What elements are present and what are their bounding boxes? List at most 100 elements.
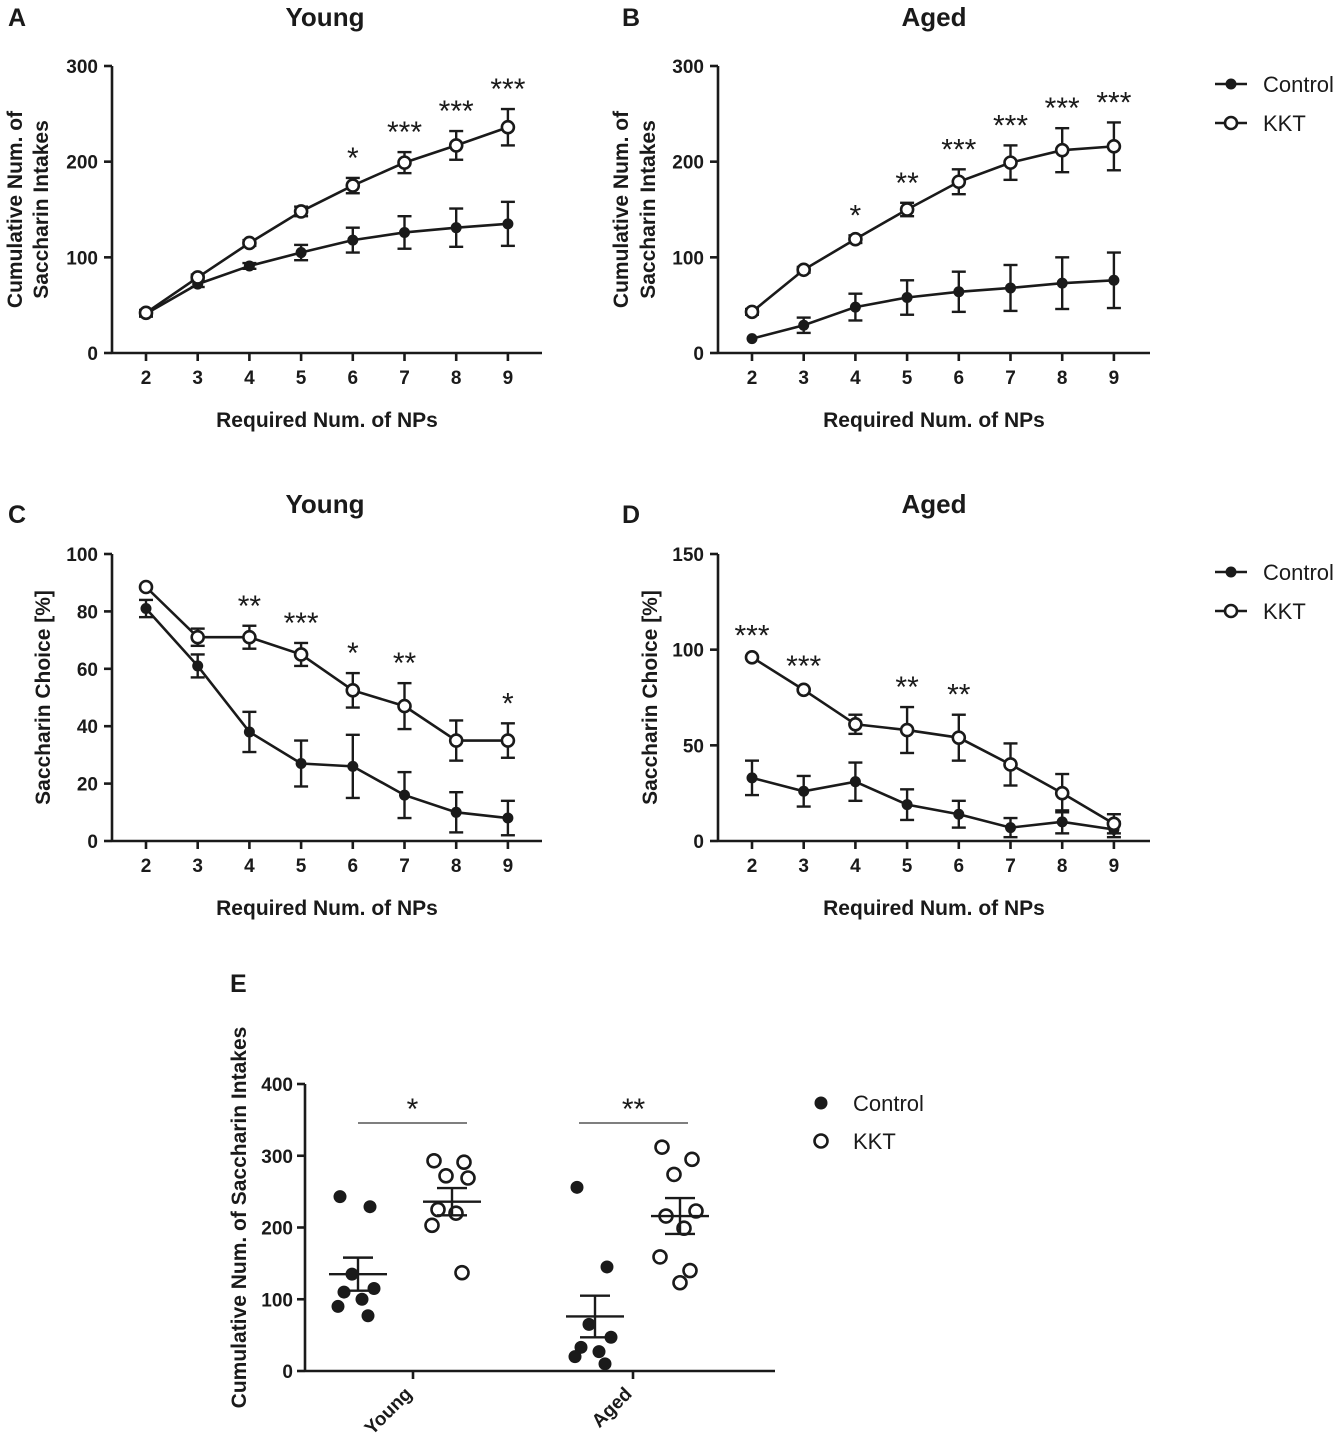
scatter-point-kkt <box>424 1217 440 1234</box>
scatter-point-control <box>592 1345 606 1359</box>
scatter-point-control <box>361 1309 375 1323</box>
scatter-point-kkt <box>682 1262 698 1279</box>
legend-label: Control <box>1263 72 1334 97</box>
x-tick-label: 9 <box>1109 368 1120 389</box>
x-tick-label: 5 <box>296 368 307 389</box>
data-point-kkt <box>1003 757 1018 772</box>
y-axis-label: Saccharin Intakes <box>30 120 53 299</box>
data-point-control <box>746 772 758 784</box>
y-tick-label: 40 <box>77 717 98 738</box>
x-tick-label: Aged <box>588 1384 636 1432</box>
series-line-control <box>751 776 1115 831</box>
data-point-kkt <box>138 305 154 321</box>
scatter-point-control <box>363 1200 377 1214</box>
y-axis-label: Saccharin Choice [%] <box>639 590 662 805</box>
x-tick-label: 3 <box>192 856 203 877</box>
x-tick-label: 7 <box>1005 368 1016 389</box>
legend-marker-filled <box>1225 566 1237 578</box>
data-point-control <box>399 789 410 801</box>
data-point-control <box>798 785 810 797</box>
significance-marker: ** <box>393 647 417 680</box>
scatter-point-kkt <box>652 1249 668 1265</box>
scatter-point-kkt <box>688 1203 704 1219</box>
legend-marker-open <box>1223 603 1239 619</box>
significance-marker: *** <box>387 116 422 149</box>
scatter-point-control <box>598 1357 612 1371</box>
data-point-kkt <box>138 579 154 595</box>
significance-marker: *** <box>993 109 1028 142</box>
significance-marker: *** <box>1096 86 1131 119</box>
data-point-kkt <box>848 716 863 732</box>
panel-a: A Young 0 100 200 300 2 3 4 5 6 7 8 9 Required Num. of… <box>4 2 542 432</box>
scatter-point-control <box>337 1285 351 1299</box>
x-tick-label: 3 <box>798 856 809 877</box>
x-axis-label: Required Num. of NPs <box>216 897 438 920</box>
series-line-kkt <box>145 126 509 314</box>
y-tick-label: 100 <box>672 641 704 662</box>
panel-d: D Aged 0 50 100 150 2 3 4 5 6 7 8 9 Required Num. of N… <box>622 489 1334 920</box>
scatter-point-control <box>604 1330 618 1344</box>
data-point-control <box>1005 282 1016 294</box>
data-point-kkt <box>899 202 915 217</box>
data-point-kkt <box>951 174 967 190</box>
data-point-kkt <box>397 698 412 714</box>
x-tick-label: 7 <box>1005 856 1016 877</box>
significance-marker: *** <box>734 619 769 652</box>
scatter-point-kkt <box>684 1151 700 1168</box>
scatter-point-kkt <box>672 1274 688 1291</box>
significance-marker: ** <box>238 590 262 623</box>
data-point-control <box>295 247 307 259</box>
data-point-kkt <box>1003 155 1018 170</box>
y-tick-label: 0 <box>87 832 98 853</box>
panel-c: C Young 0 20 40 60 80 100 2 3 4 5 6 7 8 9 Required Num. … <box>8 489 542 920</box>
x-tick-label: 2 <box>747 368 758 389</box>
significance-marker: *** <box>284 607 319 640</box>
data-point-kkt <box>500 733 516 748</box>
scatter-point-control <box>600 1260 614 1274</box>
chart-title: Young <box>286 2 365 32</box>
y-tick-label: 100 <box>261 1290 293 1311</box>
panel-letter: E <box>230 970 247 998</box>
y-tick-label: 0 <box>693 344 704 365</box>
x-tick-label: 9 <box>503 368 514 389</box>
data-point-kkt <box>796 262 812 278</box>
data-point-control <box>399 226 410 238</box>
scatter-point-control <box>568 1350 582 1364</box>
data-point-control <box>450 806 462 818</box>
y-tick-label: 0 <box>693 832 704 853</box>
data-point-control <box>347 234 359 246</box>
data-point-control <box>243 726 255 738</box>
y-tick-label: 100 <box>66 545 98 566</box>
significance-marker: * <box>407 1093 419 1126</box>
scatter-point-kkt <box>460 1170 476 1186</box>
scatter-point-kkt <box>426 1152 442 1169</box>
data-point-kkt <box>1054 142 1070 158</box>
significance-marker: * <box>347 142 359 175</box>
significance-marker: ** <box>895 671 919 704</box>
legend-label: KKT <box>1263 111 1306 136</box>
panel-letter: C <box>8 501 26 529</box>
y-tick-label: 0 <box>282 1362 293 1383</box>
data-point-kkt <box>744 650 760 665</box>
data-point-control <box>849 301 861 313</box>
data-point-control <box>901 292 913 304</box>
scatter-point-control <box>367 1281 381 1295</box>
panel-letter: D <box>622 501 640 529</box>
y-tick-label: 50 <box>683 736 704 757</box>
data-point-kkt <box>293 647 309 662</box>
data-point-kkt <box>744 304 760 320</box>
x-axis-label: Required Num. of NPs <box>823 897 1045 920</box>
series-line-kkt <box>751 656 1115 825</box>
data-point-control <box>798 319 810 331</box>
x-tick-label: 4 <box>244 368 255 389</box>
chart-title: Aged <box>902 489 967 519</box>
y-tick-label: 200 <box>672 153 704 174</box>
x-tick-label: 8 <box>1057 856 1068 877</box>
significance-marker: *** <box>941 133 976 166</box>
y-tick-label: 300 <box>672 57 704 78</box>
data-point-kkt <box>1106 816 1122 832</box>
data-point-control <box>953 808 965 820</box>
x-tick-label: 6 <box>348 368 359 389</box>
y-axis-label: Cumulative Num. of Saccharin Intakes <box>228 1027 251 1409</box>
